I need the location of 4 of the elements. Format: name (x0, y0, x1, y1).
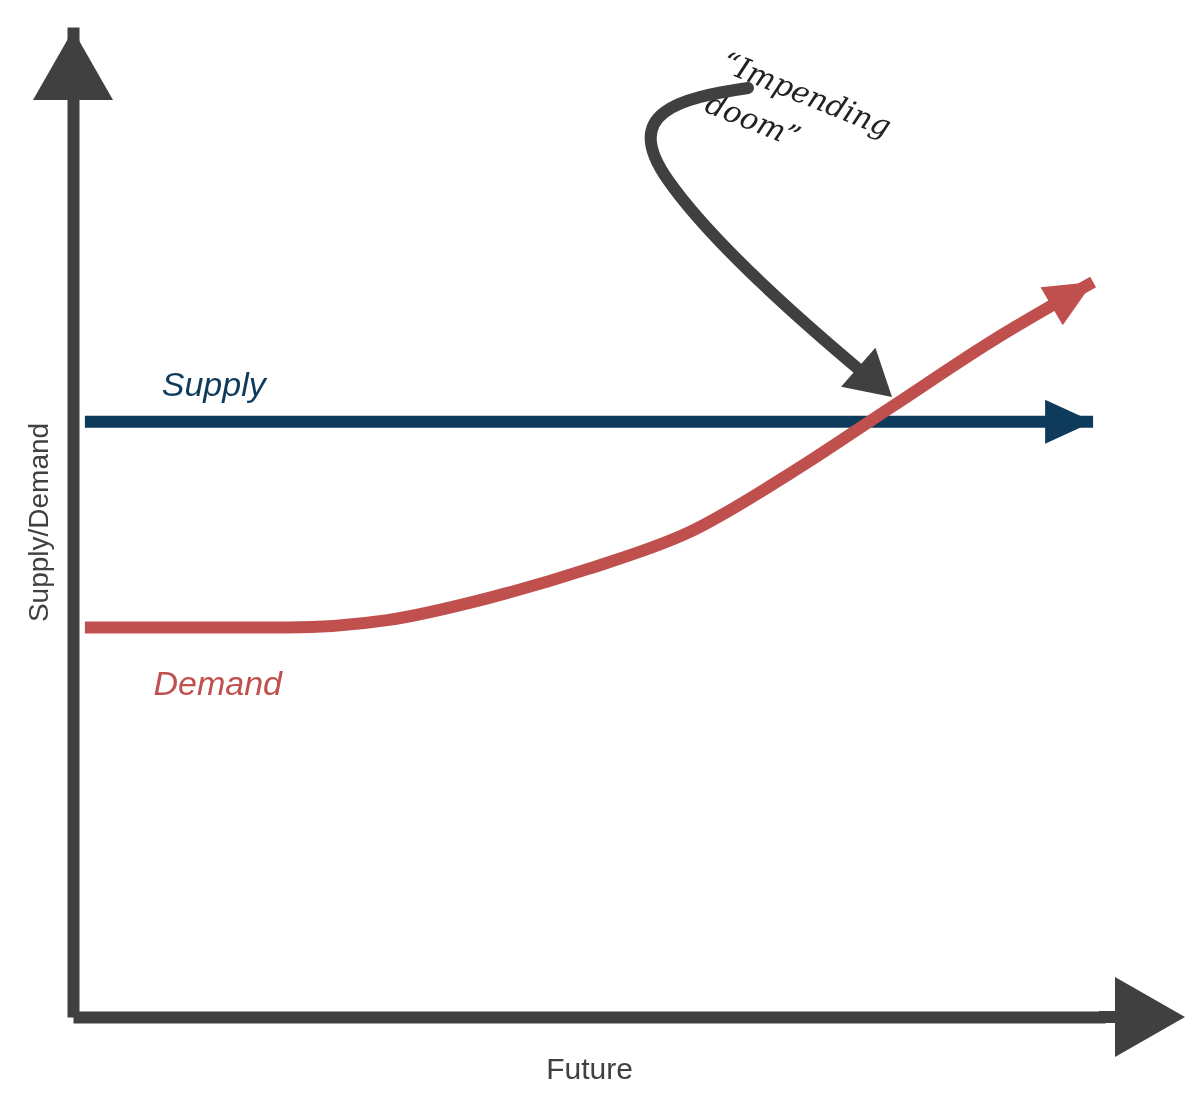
series-label: Demand (153, 664, 284, 703)
series-label: Supply (161, 364, 268, 403)
y-axis-title: Supply/Demand (22, 422, 54, 623)
x-axis-title: Future (546, 1051, 633, 1085)
